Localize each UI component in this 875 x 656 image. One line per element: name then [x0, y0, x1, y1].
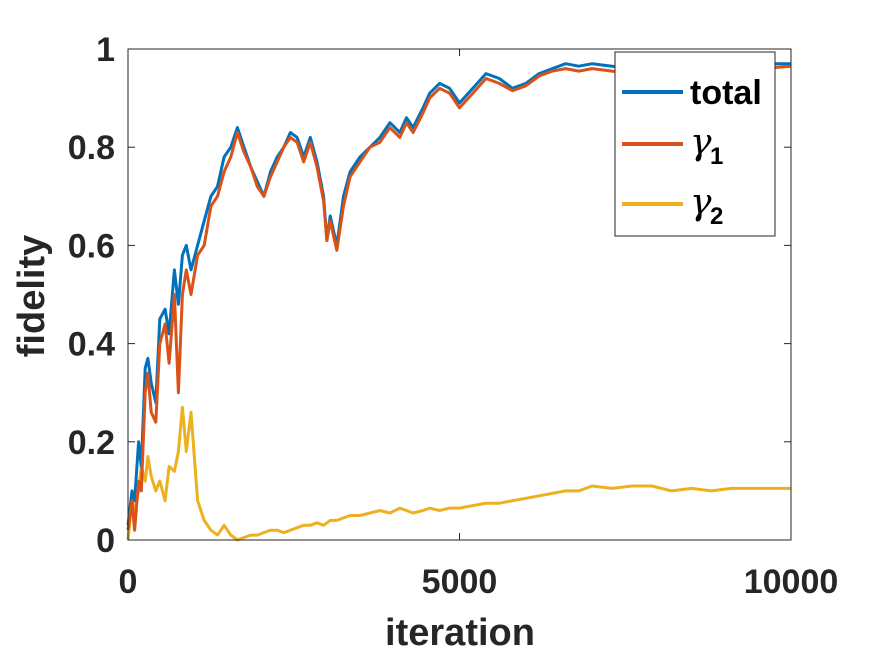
y-tick-label: 0 [96, 522, 115, 560]
legend-label-subscript: 1 [710, 143, 723, 170]
series-line-gamma2 [126, 405, 791, 542]
series-line-gamma1 [126, 64, 792, 532]
legend-label: γ [690, 182, 712, 223]
x-axis-title: iteration [385, 612, 535, 654]
tick-layer: 0 5000 10000 0 0.2 0.4 0.6 0.8 1 [68, 31, 839, 601]
x-tick-label: 10000 [744, 563, 839, 601]
y-tick-label: 0.8 [68, 129, 115, 167]
y-tick-label: 1 [96, 31, 115, 69]
y-tick-label: 0.2 [68, 424, 115, 462]
legend-label: total [690, 74, 762, 112]
x-tick-label: 0 [119, 563, 138, 601]
x-tick-label: 5000 [422, 563, 498, 601]
y-tick-label: 0.4 [68, 326, 115, 364]
legend-label: γ [690, 122, 712, 163]
y-axis-title: fidelity [11, 235, 53, 357]
legend-label-subscript: 2 [710, 203, 723, 230]
y-tick-label: 0.6 [68, 227, 115, 265]
series-layer [126, 62, 792, 542]
